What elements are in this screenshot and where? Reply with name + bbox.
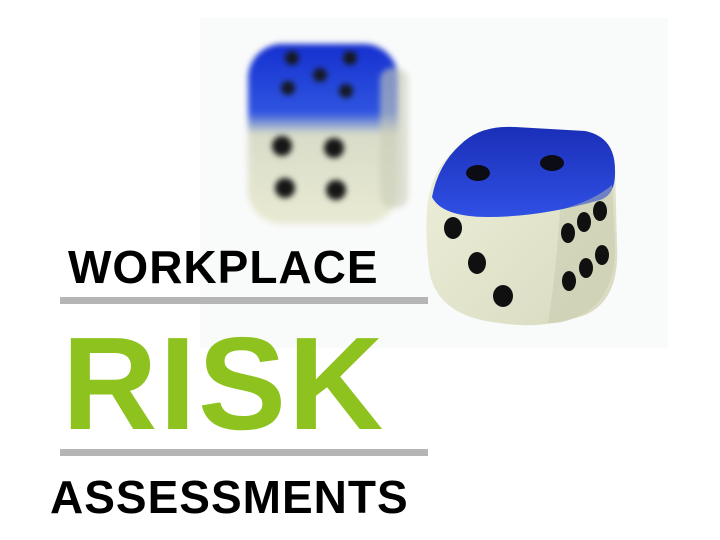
headline-workplace: WORKPLACE [68, 241, 379, 293]
rear-die-pip [326, 180, 346, 200]
front-die-pip [579, 258, 593, 278]
headline-risk: RISK [62, 310, 386, 457]
rear-die-pip [343, 51, 357, 65]
front-die-image [426, 126, 618, 326]
front-die-pip [595, 245, 609, 265]
front-die-pip [468, 252, 486, 274]
front-die-pip [466, 165, 490, 181]
front-die-pip [540, 155, 564, 171]
front-die-pip [444, 217, 462, 239]
rear-die-pip [313, 68, 327, 82]
rear-die-pip [324, 138, 344, 158]
front-die-pip [561, 223, 575, 243]
front-die-pip [562, 271, 576, 291]
divider-top [60, 297, 428, 304]
rear-die-pip [272, 136, 292, 156]
rear-die-pip [339, 84, 353, 98]
rear-die-pip [281, 81, 295, 95]
front-die-top-face [432, 126, 616, 217]
front-die-pip [577, 212, 591, 232]
rear-die-image [248, 44, 408, 224]
headline-assessments: ASSESSMENTS [50, 471, 409, 523]
front-die-pip [493, 285, 513, 307]
divider-bottom [60, 449, 428, 456]
rear-die-pip [275, 178, 295, 198]
front-die-pip [593, 201, 607, 221]
rear-die-pip [285, 51, 299, 65]
